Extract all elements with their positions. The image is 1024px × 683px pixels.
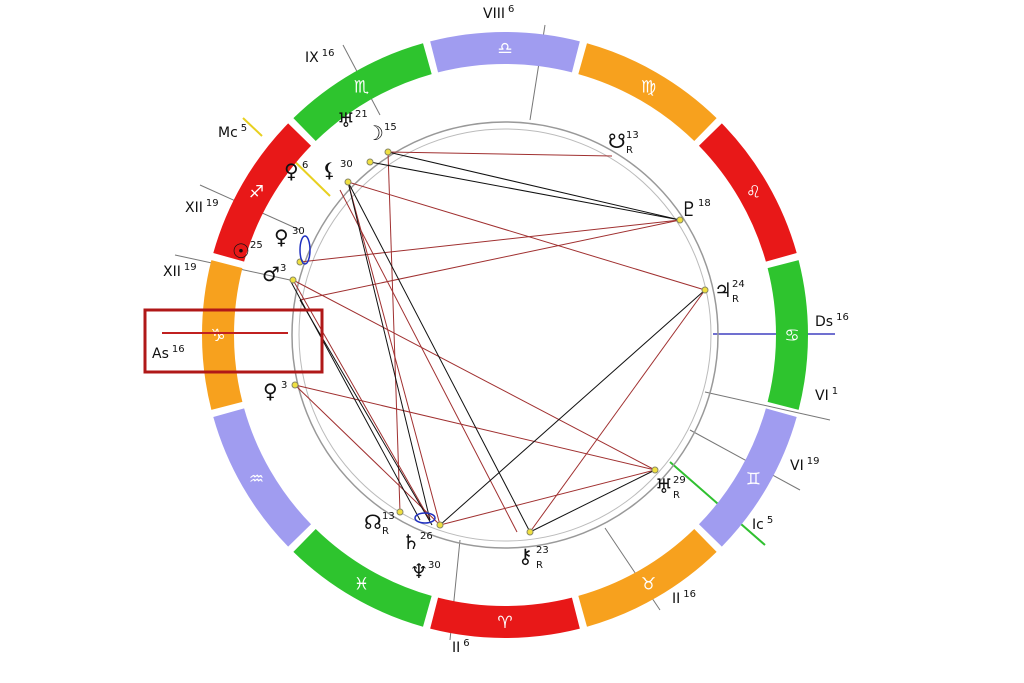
- planet-degree: 15: [384, 122, 397, 133]
- planet-degree: 6: [302, 160, 308, 171]
- house-degree: 16: [836, 312, 849, 323]
- planet-degree: 30: [292, 226, 305, 237]
- planet-glyph: ♃: [714, 278, 732, 302]
- aspect-lines-black: [289, 151, 706, 533]
- planet-glyph: ☊: [364, 510, 382, 534]
- house-label: IX: [305, 50, 319, 66]
- sign-glyph: ♓: [354, 575, 369, 595]
- sign-segment: [430, 32, 580, 73]
- sign-glyph: ♊: [746, 470, 761, 490]
- planet-glyph: ☽: [366, 121, 384, 145]
- sign-segment: [698, 123, 797, 262]
- inner-circle-2: [298, 128, 712, 542]
- house-label: VI: [815, 388, 829, 404]
- planet-degree: 29: [673, 475, 686, 486]
- planet-degree: 21: [355, 109, 368, 120]
- house-degree: 5: [241, 123, 247, 134]
- house-label: Ic: [752, 517, 764, 533]
- sign-segment: [698, 408, 797, 547]
- inner-circle: [291, 121, 719, 549]
- sign-glyph: ♋: [784, 326, 799, 346]
- sign-glyph: ♉: [641, 575, 656, 595]
- planet-glyph: ♄: [402, 530, 420, 554]
- house-degree: 1: [832, 386, 838, 397]
- house-label: II: [672, 591, 680, 607]
- planet-glyph: ♀: [274, 225, 289, 249]
- retrograde-mark: R: [382, 526, 389, 537]
- house-degree: 5: [767, 515, 773, 526]
- mc-line: [242, 117, 263, 137]
- house-label: XII: [163, 264, 181, 280]
- house-degree: 6: [508, 4, 514, 15]
- planet-degree: 3: [281, 380, 287, 391]
- sign-segment: [578, 528, 717, 627]
- planet-glyph: ♇: [680, 197, 698, 221]
- conjunction-mark: [414, 512, 436, 524]
- house-degree: 6: [463, 638, 469, 649]
- house-degree: 16: [172, 344, 185, 355]
- sign-glyph: ♌: [746, 183, 761, 203]
- planet-degree: 13: [626, 130, 639, 141]
- planet-degree: 13: [382, 511, 395, 522]
- planet-glyph: ♅: [655, 474, 673, 498]
- planet-glyph: ♂: [262, 262, 280, 286]
- highlight-box: [143, 308, 324, 374]
- planet-glyph: ⚸: [322, 158, 337, 182]
- planet-glyph: ☋: [608, 129, 626, 153]
- planet-glyph: ♀: [284, 159, 299, 183]
- house-label: VIII: [483, 6, 505, 22]
- planet-degree: 30: [428, 560, 441, 571]
- house-label: Ds: [815, 314, 833, 330]
- planet-glyph: ♅: [337, 108, 355, 132]
- house-label: II: [452, 640, 460, 656]
- house-degree: 19: [206, 198, 219, 209]
- retrograde-mark: R: [536, 560, 543, 571]
- house-degree: 16: [683, 589, 696, 600]
- house-degree: 19: [807, 456, 820, 467]
- planet-degree: 30: [340, 159, 353, 170]
- sign-segment: [213, 408, 312, 547]
- sign-segment: [293, 528, 432, 627]
- house-label: VI: [790, 458, 804, 474]
- house-degree: 16: [322, 48, 335, 59]
- planet-glyph: ♆: [410, 559, 428, 583]
- planet-degree: 23: [536, 545, 549, 556]
- sign-glyph: ♎: [497, 39, 512, 59]
- sign-segment: [578, 43, 717, 142]
- sign-glyph: ♒: [249, 470, 264, 490]
- retrograde-mark: R: [732, 294, 739, 305]
- planet-degree: 3: [280, 263, 286, 274]
- retrograde-mark: R: [626, 145, 633, 156]
- sign-segment: [293, 43, 432, 142]
- planet-degree: 26: [420, 531, 433, 542]
- house-degree: 19: [184, 262, 197, 273]
- sign-glyph: ♑: [210, 326, 225, 346]
- planet-points: [289, 148, 709, 536]
- sign-segment: [767, 260, 808, 410]
- sign-ring: ♎ ♍ ♌ ♋ ♊ ♉ ♈ ♓ ♒ ♑ ♐ ♏: [202, 32, 808, 638]
- conjunction-mark: [299, 235, 311, 265]
- sign-glyph: ♈: [497, 613, 512, 633]
- house-label: As: [152, 346, 169, 362]
- house-label: Mc: [218, 125, 238, 141]
- planet-degree: 25: [250, 240, 263, 251]
- house-label: XII: [185, 200, 203, 216]
- planet-glyph: ☉: [232, 239, 250, 263]
- planet-glyph: ⚷: [518, 544, 533, 568]
- sign-segment: [213, 123, 312, 262]
- sign-glyph: ♏: [354, 77, 369, 97]
- planet-degree: 18: [698, 198, 711, 209]
- planet-glyph: ♀: [263, 379, 278, 403]
- sign-glyph: ♐: [249, 183, 264, 203]
- sign-segment: [430, 597, 580, 638]
- sign-glyph: ♍: [641, 77, 656, 97]
- planet-degree: 24: [732, 279, 745, 290]
- retrograde-mark: R: [673, 490, 680, 501]
